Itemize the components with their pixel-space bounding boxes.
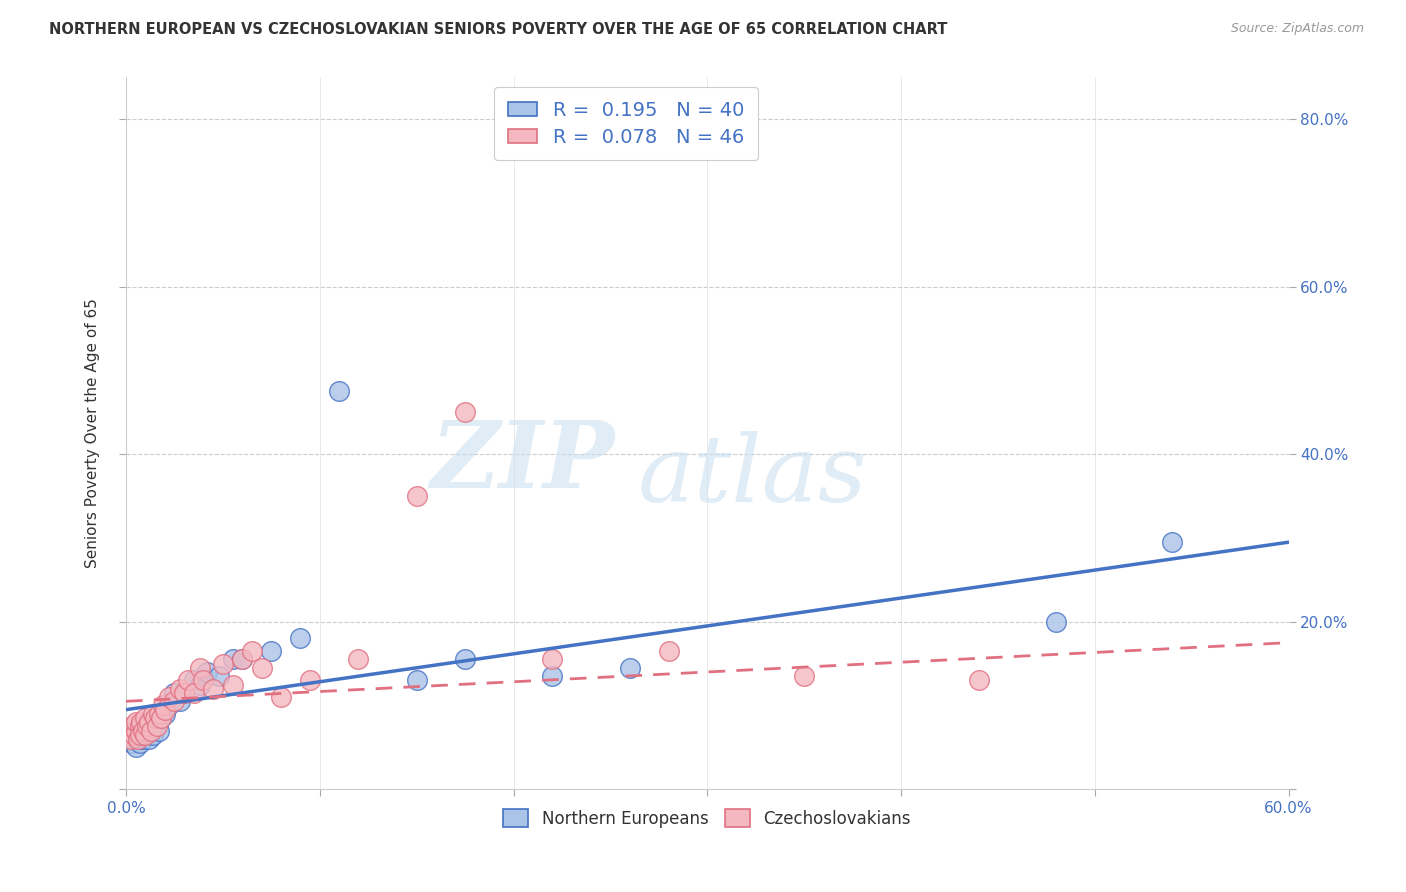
Point	[793, 669, 815, 683]
Point	[169, 694, 191, 708]
Y-axis label: Seniors Poverty Over the Age of 65: Seniors Poverty Over the Age of 65	[86, 299, 100, 568]
Point	[260, 644, 283, 658]
Point	[134, 719, 156, 733]
Point	[148, 706, 170, 721]
Point	[125, 723, 148, 738]
Point	[148, 723, 170, 738]
Point	[173, 686, 195, 700]
Point	[153, 706, 176, 721]
Point	[125, 723, 148, 738]
Text: ZIP: ZIP	[430, 417, 614, 507]
Point	[250, 661, 273, 675]
Point	[149, 711, 172, 725]
Point	[231, 652, 253, 666]
Point	[208, 669, 231, 683]
Point	[657, 644, 679, 658]
Point	[146, 715, 169, 730]
Point	[328, 384, 350, 399]
Point	[290, 632, 312, 646]
Point	[173, 686, 195, 700]
Point	[221, 652, 243, 666]
Point	[183, 673, 205, 688]
Point	[240, 644, 263, 658]
Text: Source: ZipAtlas.com: Source: ZipAtlas.com	[1230, 22, 1364, 36]
Point	[347, 652, 370, 666]
Point	[405, 489, 427, 503]
Point	[541, 652, 564, 666]
Point	[405, 673, 427, 688]
Point	[128, 728, 150, 742]
Point	[1045, 615, 1067, 629]
Point	[142, 706, 165, 721]
Point	[118, 731, 141, 746]
Point	[125, 715, 148, 730]
Point	[128, 736, 150, 750]
Point	[163, 686, 186, 700]
Point	[454, 652, 477, 666]
Point	[141, 723, 163, 738]
Point	[132, 731, 155, 746]
Point	[131, 715, 153, 730]
Point	[128, 719, 150, 733]
Point	[183, 686, 205, 700]
Point	[270, 690, 292, 705]
Point	[202, 681, 225, 696]
Point	[152, 698, 174, 713]
Point	[163, 694, 186, 708]
Point	[193, 673, 215, 688]
Point	[121, 719, 143, 733]
Point	[195, 665, 218, 679]
Point	[121, 736, 143, 750]
Point	[541, 669, 564, 683]
Point	[299, 673, 322, 688]
Point	[221, 677, 243, 691]
Point	[142, 728, 165, 742]
Point	[138, 731, 160, 746]
Point	[136, 719, 159, 733]
Point	[136, 728, 159, 742]
Point	[134, 711, 156, 725]
Point	[141, 723, 163, 738]
Point	[134, 728, 156, 742]
Point	[212, 657, 235, 671]
Text: atlas: atlas	[637, 431, 868, 521]
Text: NORTHERN EUROPEAN VS CZECHOSLOVAKIAN SENIORS POVERTY OVER THE AGE OF 65 CORRELAT: NORTHERN EUROPEAN VS CZECHOSLOVAKIAN SEN…	[49, 22, 948, 37]
Point	[153, 703, 176, 717]
Point	[138, 715, 160, 730]
Legend: Northern Europeans, Czechoslovakians: Northern Europeans, Czechoslovakians	[496, 803, 918, 834]
Point	[149, 711, 172, 725]
Point	[157, 690, 180, 705]
Point	[231, 652, 253, 666]
Point	[132, 723, 155, 738]
Point	[188, 677, 211, 691]
Point	[117, 728, 139, 742]
Point	[146, 719, 169, 733]
Point	[131, 723, 153, 738]
Point	[125, 740, 148, 755]
Point	[127, 731, 149, 746]
Point	[1161, 535, 1184, 549]
Point	[619, 661, 641, 675]
Point	[169, 681, 191, 696]
Point	[454, 405, 477, 419]
Point	[122, 728, 145, 742]
Point	[138, 715, 160, 730]
Point	[177, 673, 200, 688]
Point	[118, 731, 141, 746]
Point	[188, 661, 211, 675]
Point	[967, 673, 990, 688]
Point	[157, 698, 180, 713]
Point	[143, 719, 166, 733]
Point	[143, 711, 166, 725]
Point	[122, 728, 145, 742]
Point	[128, 728, 150, 742]
Point	[127, 731, 149, 746]
